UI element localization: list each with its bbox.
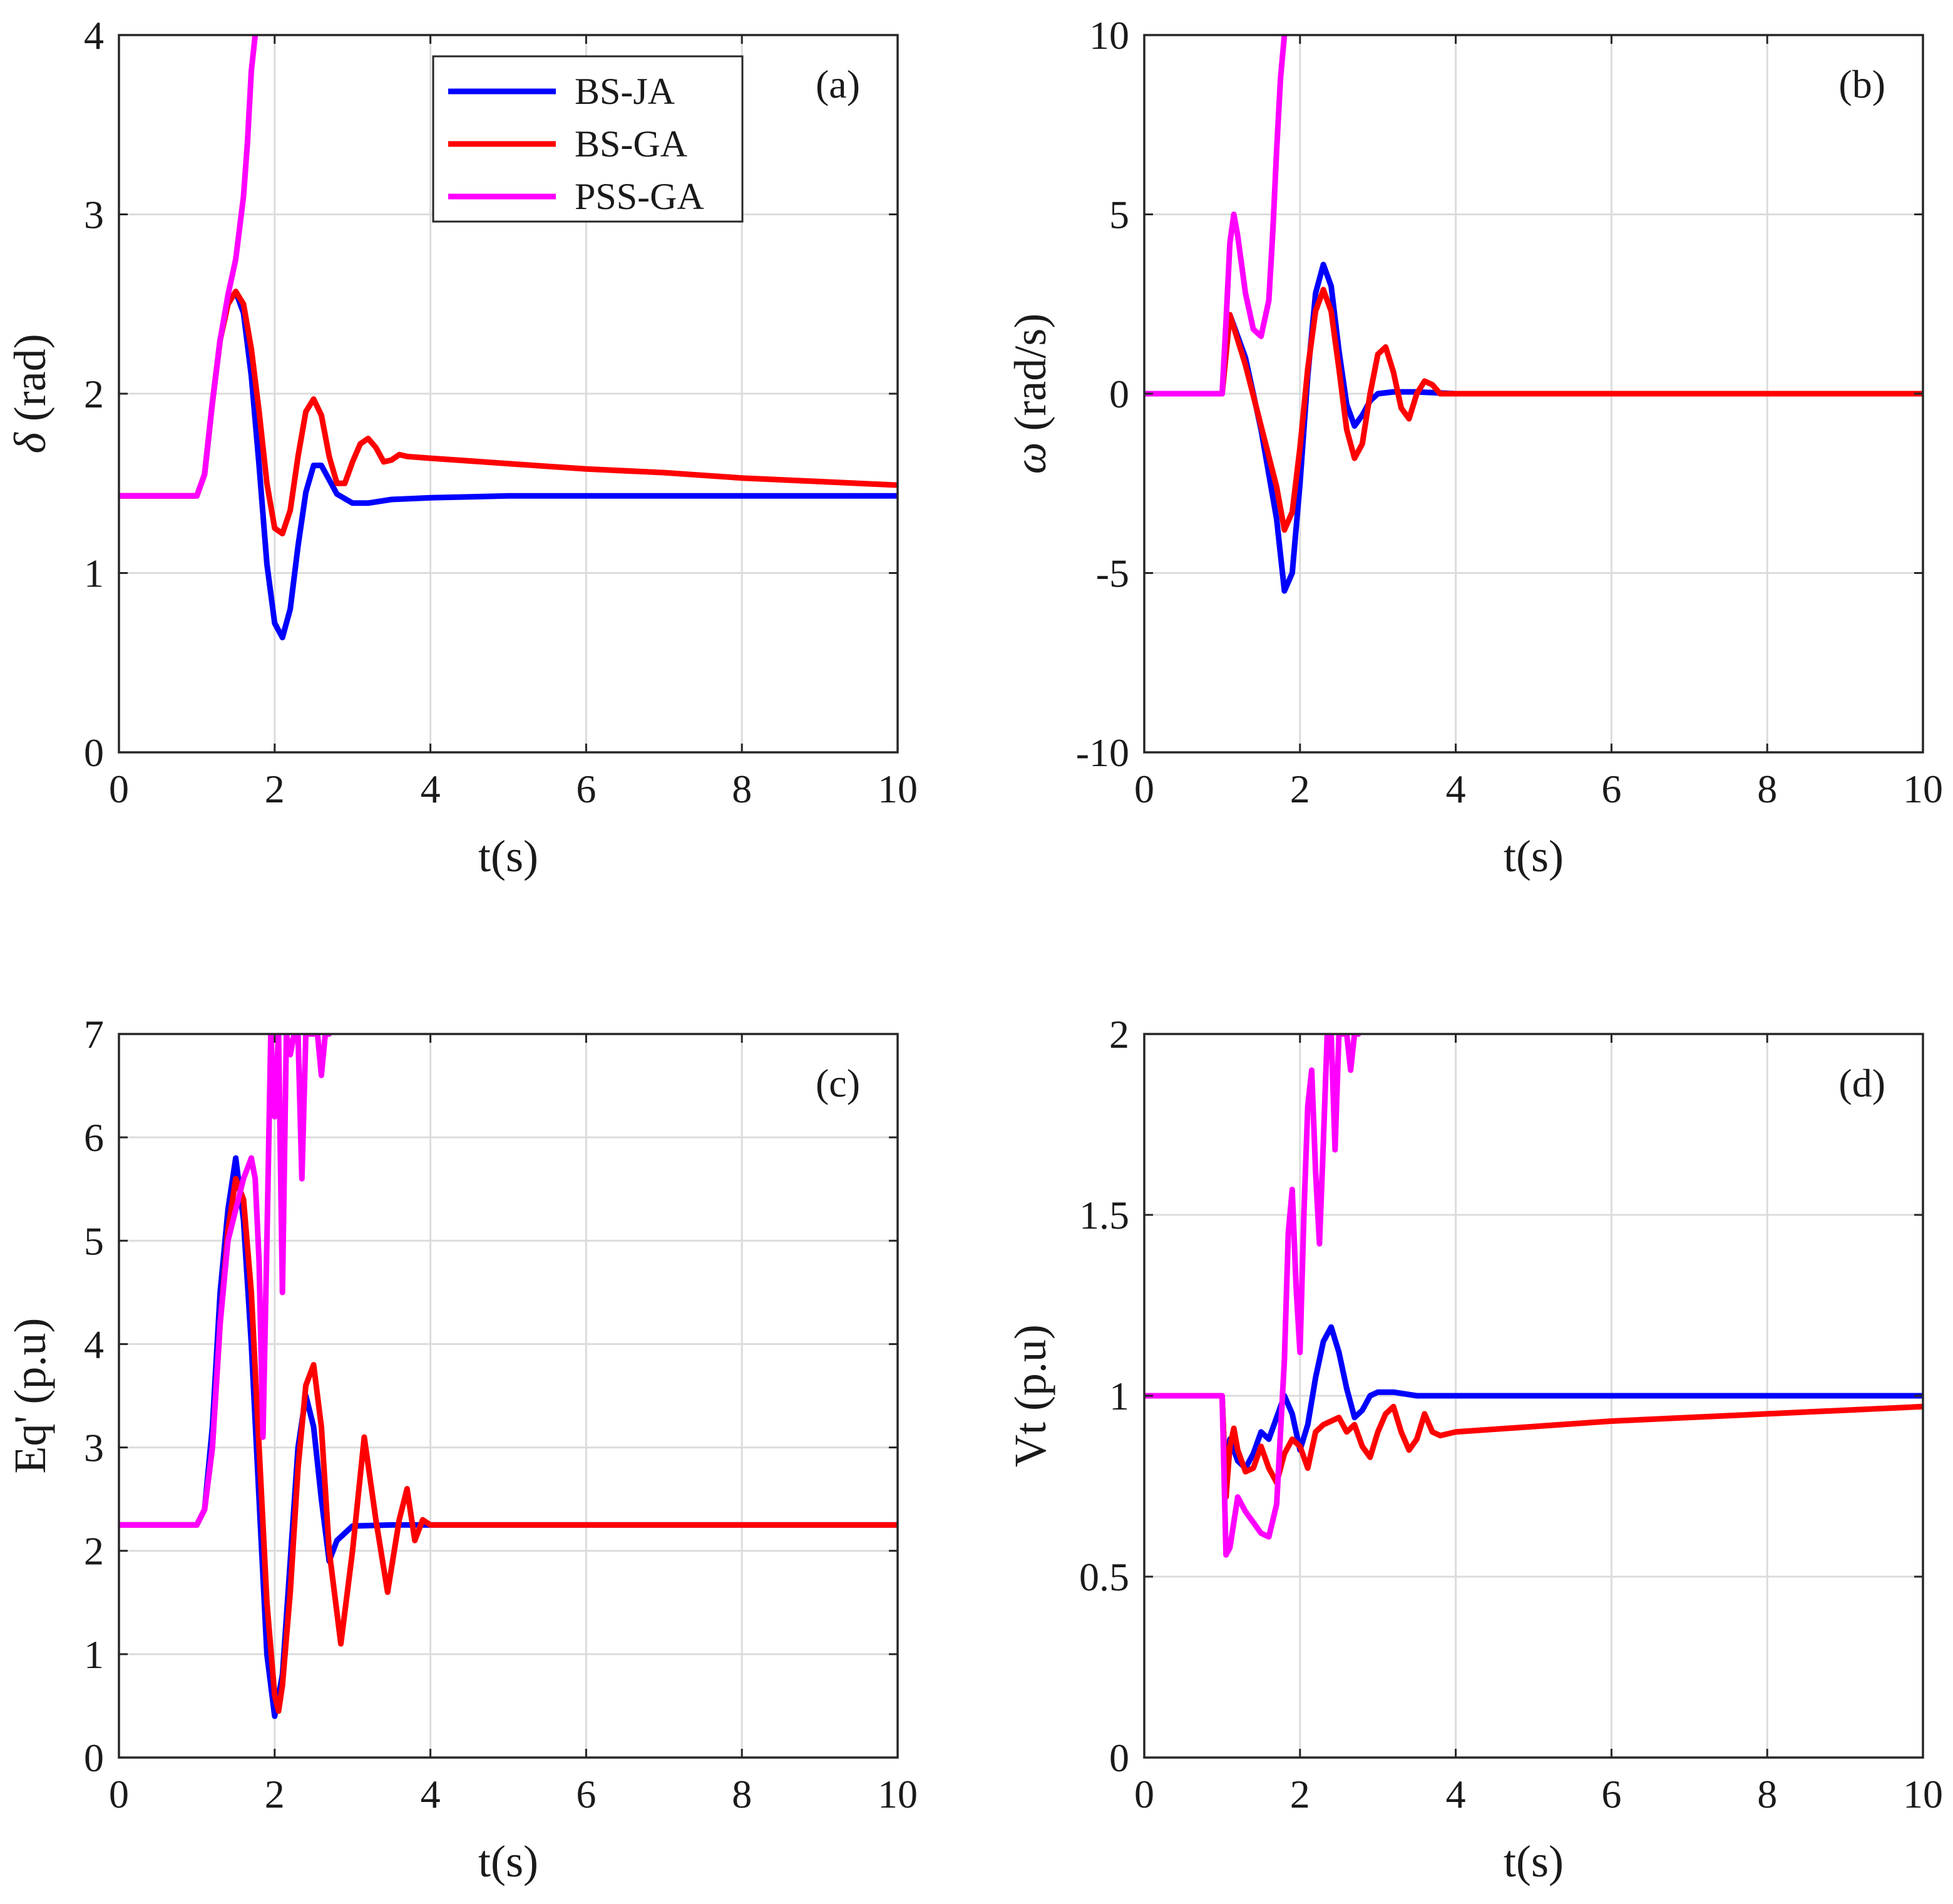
plot-area bbox=[119, 1034, 898, 1758]
series-line-pss-ga bbox=[1144, 35, 1288, 397]
series-line-bs-ga bbox=[119, 289, 898, 536]
y-tick-label: 3 bbox=[84, 1426, 104, 1470]
y-tick-label: 5 bbox=[84, 1219, 104, 1263]
y-tick-label: 0 bbox=[1109, 1736, 1129, 1780]
y-tick-label: 0 bbox=[84, 1736, 104, 1780]
y-tick-label: 1 bbox=[84, 551, 104, 596]
y-tick-label: 5 bbox=[1109, 193, 1129, 237]
x-tick-label: 6 bbox=[576, 1772, 596, 1816]
legend-label: PSS-GA bbox=[575, 176, 704, 217]
x-tick-label: 8 bbox=[1757, 767, 1777, 811]
y-axis-symbol: δ bbox=[5, 432, 55, 454]
x-tick-label: 4 bbox=[421, 767, 441, 811]
y-tick-label: 0 bbox=[84, 730, 104, 775]
y-axis-label: Vt (p.u) bbox=[1005, 1324, 1055, 1467]
x-axis-label: t(s) bbox=[1504, 831, 1564, 881]
panel-tag: (b) bbox=[1838, 62, 1885, 106]
x-tick-label: 4 bbox=[1446, 1772, 1466, 1816]
axes-frame bbox=[118, 1033, 899, 1759]
y-tick-label: 0.5 bbox=[1079, 1555, 1129, 1599]
series-line-pss-ga bbox=[119, 1034, 332, 1528]
series-line-bs-ga bbox=[1144, 1393, 1923, 1500]
panel-tag: (d) bbox=[1838, 1061, 1885, 1105]
series-group bbox=[119, 1034, 898, 1719]
x-tick-label: 10 bbox=[878, 1772, 918, 1816]
y-tick-label: -5 bbox=[1096, 551, 1129, 596]
series-group bbox=[1144, 1034, 1923, 1558]
x-tick-label: 8 bbox=[1757, 1772, 1777, 1816]
y-tick-label: 6 bbox=[84, 1115, 104, 1160]
panel-tag: (c) bbox=[816, 1061, 860, 1105]
y-axis-unit: (rad/s) bbox=[1005, 314, 1055, 443]
x-tick-label: 4 bbox=[1446, 767, 1466, 811]
series-line-pss-ga bbox=[1144, 1034, 1361, 1558]
series-group bbox=[119, 35, 898, 641]
panel-b: 0 2 4 6 8 10 -10 -5 0 5 10 t(s) ω (rad/s) (b) bbox=[1005, 13, 1943, 881]
x-tick-label: 0 bbox=[109, 767, 129, 811]
x-tick-label: 0 bbox=[109, 1772, 129, 1816]
y-axis-label: ω (rad/s) bbox=[1005, 314, 1055, 474]
x-axis-label: t(s) bbox=[478, 831, 538, 881]
legend-label: BS-JA bbox=[575, 71, 675, 112]
x-tick-label: 4 bbox=[421, 1772, 441, 1816]
panel-tag: (a) bbox=[816, 62, 860, 106]
y-tick-label: 3 bbox=[84, 193, 104, 237]
x-tick-label: 8 bbox=[732, 767, 752, 811]
y-tick-label: 1 bbox=[84, 1632, 104, 1677]
panel-a: 0 2 4 6 8 10 0 1 2 3 4 t(s) δ (rad) (a) BS-JA BS-GA PSS-… bbox=[5, 13, 918, 881]
x-axis-label: t(s) bbox=[478, 1836, 538, 1886]
x-tick-label: 0 bbox=[1134, 767, 1154, 811]
y-axis-unit: (rad) bbox=[5, 334, 55, 432]
x-tick-label: 6 bbox=[576, 767, 596, 811]
y-axis-symbol: ω bbox=[1005, 443, 1055, 474]
y-tick-label: 10 bbox=[1089, 13, 1129, 58]
y-tick-label: 1 bbox=[1109, 1374, 1129, 1418]
x-tick-label: 6 bbox=[1601, 767, 1621, 811]
x-tick-label: 2 bbox=[265, 1772, 285, 1816]
x-tick-label: 6 bbox=[1601, 1772, 1621, 1816]
series-group bbox=[1144, 35, 1923, 594]
y-axis-label: δ (rad) bbox=[5, 334, 55, 453]
x-tick-label: 8 bbox=[732, 1772, 752, 1816]
y-tick-label: 2 bbox=[1109, 1012, 1129, 1057]
series-line-bs-ga bbox=[119, 1175, 898, 1714]
x-tick-label: 10 bbox=[1903, 767, 1943, 811]
x-axis-label: t(s) bbox=[1504, 1836, 1564, 1886]
series-line-pss-ga bbox=[119, 35, 259, 499]
y-axis-unit: Eq' (p.u) bbox=[5, 1318, 55, 1474]
y-axis-label: Eq' (p.u) bbox=[5, 1318, 55, 1474]
y-tick-label: 2 bbox=[84, 1529, 104, 1574]
x-tick-label: 10 bbox=[878, 767, 918, 811]
x-tick-label: 10 bbox=[1903, 1772, 1943, 1816]
y-tick-label: -10 bbox=[1076, 730, 1129, 775]
x-tick-label: 2 bbox=[1290, 767, 1310, 811]
panel-c: 0 2 4 6 8 10 0 1 2 3 4 5 6 7 t(s) Eq' (p.u) (c) bbox=[5, 1012, 918, 1886]
y-tick-label: 4 bbox=[84, 13, 104, 58]
legend: BS-JA BS-GA PSS-GA bbox=[432, 55, 744, 223]
series-line-bs-ga bbox=[1144, 287, 1923, 533]
x-tick-label: 2 bbox=[1290, 1772, 1310, 1816]
x-tick-label: 2 bbox=[265, 767, 285, 811]
legend-label: BS-GA bbox=[575, 123, 687, 165]
y-tick-label: 7 bbox=[84, 1012, 104, 1057]
y-axis-unit: Vt (p.u) bbox=[1005, 1324, 1055, 1467]
y-tick-label: 2 bbox=[84, 372, 104, 416]
panel-d: 0 2 4 6 8 10 0 0.5 1 1.5 2 t(s) Vt (p.u) (d) bbox=[1005, 1012, 1943, 1886]
y-tick-label: 1.5 bbox=[1079, 1193, 1129, 1237]
x-tick-label: 0 bbox=[1134, 1772, 1154, 1816]
y-tick-label: 0 bbox=[1109, 372, 1129, 416]
y-tick-label: 4 bbox=[84, 1322, 104, 1366]
